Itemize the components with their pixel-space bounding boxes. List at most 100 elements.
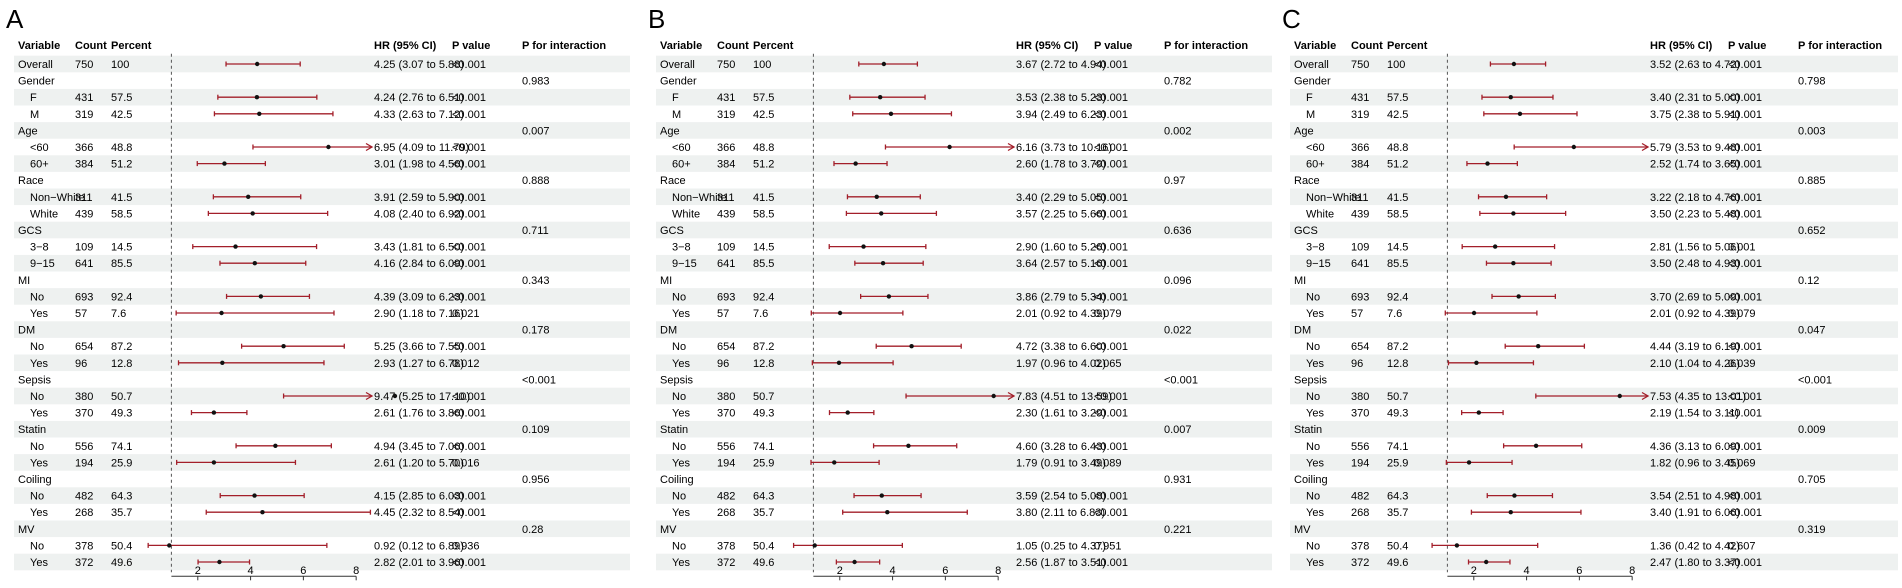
row-label: GCS: [1294, 225, 1318, 237]
table-row: Yes 96 12.8 2.10 (1.04 to 4.26)0.039: [1306, 358, 1756, 370]
row-hr-ci: 6.95 (4.09 to 11.79): [374, 142, 469, 154]
row-count: 366: [717, 142, 735, 154]
table-row: Coiling 0.956: [18, 474, 550, 486]
row-percent: 74.1: [753, 441, 774, 453]
hr-point: [211, 410, 217, 415]
row-p-interaction: 0.319: [1798, 524, 1826, 536]
panel-label: A: [6, 4, 24, 34]
table-row: F 431 57.5 3.40 (2.31 to 5.00)<0.001: [1306, 92, 1762, 104]
hr-point: [1571, 144, 1577, 150]
row-p-value: <0.001: [452, 341, 486, 353]
hr-point: [832, 460, 837, 465]
row-percent: 35.7: [1387, 507, 1408, 519]
row-count: 641: [75, 258, 93, 270]
row-label: Yes: [30, 408, 48, 420]
row-hr-ci: 2.10 (1.04 to 4.26): [1650, 358, 1740, 370]
row-count: 750: [1351, 59, 1369, 71]
row-shade: [14, 321, 630, 338]
row-shade: [656, 254, 1272, 272]
x-tick-label: 2: [837, 565, 843, 577]
header-variable: Variable: [1294, 40, 1336, 52]
row-percent: 64.3: [111, 491, 132, 503]
row-label: MI: [660, 275, 672, 287]
row-p-interaction: 0.047: [1798, 325, 1826, 337]
table-row: No 654 87.2 4.72 (3.38 to 6.60)<0.001: [672, 341, 1128, 353]
table-row: Coiling 0.705: [1294, 474, 1826, 486]
row-label: Statin: [18, 424, 46, 436]
row-label: No: [672, 540, 686, 552]
table-row: No 482 64.3 3.59 (2.54 to 5.08)<0.001: [672, 491, 1128, 503]
header-hr: HR (95% CI): [1650, 40, 1713, 52]
row-percent: 100: [753, 59, 771, 71]
ci-arrow: [1007, 142, 1016, 152]
row-p-interaction: <0.001: [522, 374, 556, 386]
row-hr-ci: 2.61 (1.20 to 5.70): [374, 457, 464, 469]
table-row: Overall 750 100 3.67 (2.72 to 4.94)<0.001: [660, 59, 1128, 71]
row-label: 3−8: [30, 242, 49, 254]
row-hr-ci: 2.90 (1.18 to 7.16): [374, 308, 464, 320]
table-row: 3−8 109 14.5 3.43 (1.81 to 6.50)<0.001: [30, 242, 486, 254]
row-p-interaction: 0.003: [1798, 125, 1826, 137]
row-percent: 49.3: [753, 408, 774, 420]
row-count: 431: [717, 92, 735, 104]
row-p-interaction: 0.009: [1798, 424, 1826, 436]
row-percent: 14.5: [111, 242, 132, 254]
x-tick-label: 4: [1524, 565, 1530, 577]
row-count: 372: [717, 557, 735, 569]
row-percent: 7.6: [111, 308, 126, 320]
row-percent: 50.4: [753, 540, 774, 552]
row-shade: [1290, 55, 1898, 73]
table-row: No 378 50.4 1.05 (0.25 to 4.37)0.951: [672, 540, 1122, 552]
row-percent: 35.7: [753, 507, 774, 519]
row-label: 9−15: [30, 258, 55, 270]
table-row: Race 0.97: [660, 175, 1185, 187]
row-p-value: <0.001: [452, 557, 486, 569]
row-shade: [1290, 122, 1898, 139]
row-count: 641: [717, 258, 735, 270]
row-p-value: <0.001: [452, 242, 486, 254]
row-hr-ci: 4.39 (3.09 to 6.23): [374, 291, 464, 303]
row-shade: [14, 155, 630, 172]
table-row: No 482 64.3 4.15 (2.85 to 6.03)<0.001: [30, 491, 486, 503]
table-row: White 439 58.5 3.50 (2.23 to 5.48)<0.001: [1306, 208, 1762, 220]
row-hr-ci: 2.47 (1.80 to 3.37): [1650, 557, 1740, 569]
table-row: Yes 372 49.6 2.56 (1.87 to 3.51)<0.001: [672, 557, 1128, 569]
row-percent: 7.6: [753, 308, 768, 320]
row-label: Sepsis: [660, 374, 694, 386]
row-p-interaction: 0.007: [1164, 424, 1192, 436]
row-percent: 25.9: [1387, 457, 1408, 469]
row-percent: 100: [1387, 59, 1405, 71]
row-label: No: [30, 540, 44, 552]
row-percent: 12.8: [753, 358, 774, 370]
row-percent: 49.3: [1387, 408, 1408, 420]
row-hr-ci: 2.56 (1.87 to 3.51): [1016, 557, 1106, 569]
table-row: Gender 0.782: [660, 76, 1192, 88]
row-shade: [656, 155, 1272, 172]
row-count: 57: [717, 308, 729, 320]
row-hr-ci: 3.80 (2.11 to 6.83): [1016, 507, 1105, 519]
row-p-interaction: 0.007: [522, 125, 550, 137]
row-label: Yes: [672, 308, 690, 320]
row-count: 439: [75, 208, 93, 220]
row-p-value: <0.001: [452, 208, 486, 220]
row-shade: [14, 122, 630, 139]
row-p-value: <0.001: [1094, 142, 1128, 154]
table-row: Race 0.888: [18, 175, 550, 187]
row-label: Yes: [30, 507, 48, 519]
row-p-value: <0.001: [1094, 159, 1128, 171]
table-row: No 482 64.3 3.54 (2.51 to 4.98)<0.001: [1306, 491, 1762, 503]
header-count: Count: [75, 40, 107, 52]
table-row: White 439 58.5 4.08 (2.40 to 6.92)<0.001: [30, 208, 486, 220]
row-label: No: [1306, 341, 1320, 353]
row-hr-ci: 3.94 (2.49 to 6.23): [1016, 109, 1106, 121]
row-p-value: <0.001: [1094, 507, 1128, 519]
hr-point: [881, 61, 887, 67]
row-shade: [14, 454, 630, 471]
row-hr-ci: 4.60 (3.28 to 6.43): [1016, 441, 1106, 453]
hr-point: [888, 111, 894, 117]
row-percent: 12.8: [111, 358, 132, 370]
row-p-value: <0.001: [452, 491, 486, 503]
hr-point: [837, 310, 843, 316]
hr-point: [257, 111, 262, 117]
row-label: Non−White: [30, 192, 85, 204]
